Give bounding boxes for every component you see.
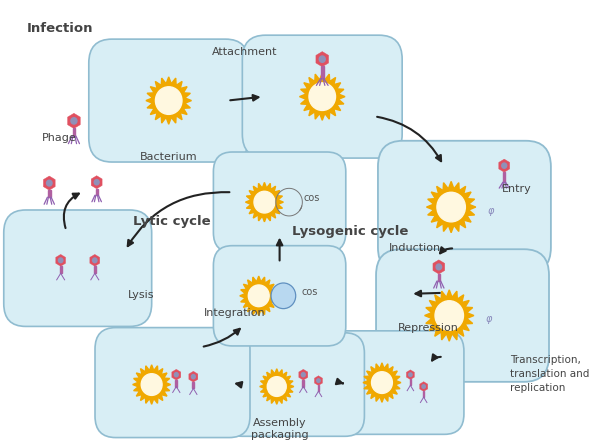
Circle shape <box>141 374 162 396</box>
Text: Integration: Integration <box>204 308 266 317</box>
Circle shape <box>501 163 508 169</box>
Text: φ: φ <box>488 206 494 216</box>
Circle shape <box>437 192 466 222</box>
Bar <box>94 266 96 274</box>
Polygon shape <box>299 73 345 120</box>
Polygon shape <box>91 176 102 189</box>
Polygon shape <box>316 52 329 67</box>
Polygon shape <box>406 370 415 380</box>
Polygon shape <box>427 182 476 233</box>
Text: Induction: Induction <box>389 243 441 254</box>
Polygon shape <box>245 182 283 222</box>
Bar <box>321 66 323 79</box>
Bar <box>423 391 424 397</box>
Bar <box>317 385 319 391</box>
Polygon shape <box>43 176 55 190</box>
Text: Repression: Repression <box>398 323 459 333</box>
Polygon shape <box>189 371 198 382</box>
Text: cos: cos <box>304 193 320 203</box>
Circle shape <box>173 372 179 377</box>
Circle shape <box>421 384 426 389</box>
FancyBboxPatch shape <box>223 333 364 436</box>
Circle shape <box>248 285 269 307</box>
Circle shape <box>436 263 442 270</box>
Circle shape <box>267 377 286 396</box>
Polygon shape <box>260 369 294 404</box>
FancyBboxPatch shape <box>214 152 346 252</box>
Text: Transcription,
translation and
replication: Transcription, translation and replicati… <box>510 355 589 393</box>
Text: φ: φ <box>486 314 492 325</box>
Circle shape <box>92 257 98 263</box>
Bar <box>95 189 98 195</box>
Circle shape <box>58 257 64 263</box>
Polygon shape <box>499 159 509 172</box>
Bar <box>193 381 194 388</box>
Text: Infection: Infection <box>26 22 93 35</box>
Polygon shape <box>56 254 65 266</box>
Polygon shape <box>299 369 308 380</box>
Circle shape <box>254 191 275 213</box>
FancyBboxPatch shape <box>376 249 549 382</box>
Circle shape <box>309 83 335 111</box>
Polygon shape <box>240 276 278 316</box>
Circle shape <box>371 372 392 393</box>
Polygon shape <box>172 369 181 380</box>
Circle shape <box>191 374 196 380</box>
Text: Lysis: Lysis <box>128 290 154 300</box>
Text: cos: cos <box>302 287 318 297</box>
Text: Entry: Entry <box>502 184 532 194</box>
Text: Lysogenic cycle: Lysogenic cycle <box>292 225 409 238</box>
Polygon shape <box>314 376 323 385</box>
Circle shape <box>70 117 77 125</box>
Polygon shape <box>68 113 80 128</box>
Polygon shape <box>419 382 428 392</box>
Polygon shape <box>146 77 191 124</box>
Text: Lytic cycle: Lytic cycle <box>133 215 211 228</box>
FancyBboxPatch shape <box>95 328 250 438</box>
Circle shape <box>435 301 463 330</box>
Text: Bacterium: Bacterium <box>140 152 197 162</box>
FancyBboxPatch shape <box>214 246 346 346</box>
Polygon shape <box>363 363 401 402</box>
Polygon shape <box>433 260 445 274</box>
FancyBboxPatch shape <box>89 39 248 162</box>
Bar <box>175 380 177 387</box>
Circle shape <box>319 56 326 63</box>
FancyBboxPatch shape <box>323 331 464 434</box>
Polygon shape <box>133 365 170 404</box>
Bar <box>302 380 304 387</box>
Bar <box>60 266 62 274</box>
FancyBboxPatch shape <box>242 35 402 158</box>
Bar <box>410 379 411 385</box>
Circle shape <box>408 372 413 377</box>
Text: Attachment: Attachment <box>212 47 277 57</box>
Circle shape <box>301 372 306 377</box>
Bar <box>503 171 505 182</box>
Text: Phage: Phage <box>42 133 76 143</box>
Circle shape <box>316 378 321 383</box>
Bar <box>48 190 50 197</box>
Circle shape <box>155 87 182 115</box>
Polygon shape <box>425 290 474 341</box>
Bar <box>437 274 440 281</box>
Text: Assembly
packaging: Assembly packaging <box>251 418 308 440</box>
Circle shape <box>46 179 53 186</box>
FancyBboxPatch shape <box>4 210 152 326</box>
FancyBboxPatch shape <box>378 141 551 274</box>
Bar <box>73 128 75 136</box>
Polygon shape <box>90 254 100 266</box>
Circle shape <box>94 179 100 186</box>
Circle shape <box>271 283 296 309</box>
